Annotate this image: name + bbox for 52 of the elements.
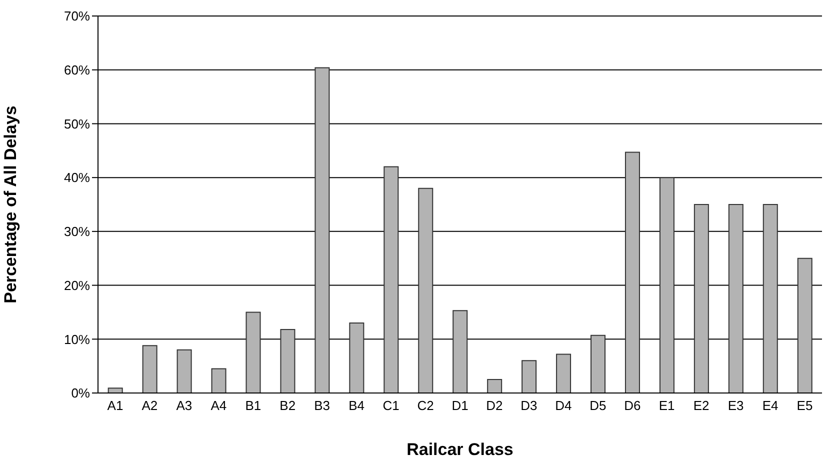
bar [108,388,123,393]
x-axis-title: Railcar Class [406,440,514,459]
x-tick-label: C2 [417,398,434,414]
x-tick-label: A2 [142,398,158,414]
y-axis-title: Percentage of All Delays [1,106,20,304]
y-tick-label: 60% [64,62,90,78]
x-tick-label: D5 [590,398,606,414]
bar [246,312,261,393]
x-tick-label: B4 [348,398,365,414]
x-tick-label: D3 [520,398,538,414]
bar [694,204,709,393]
bar [728,204,744,393]
x-tick-label: E5 [796,398,813,414]
x-tick-label: A1 [107,398,124,414]
bar [556,354,572,393]
x-tick-label: B3 [314,398,330,414]
x-tick-label: D4 [555,398,572,414]
bar [349,322,364,393]
bar [522,360,537,393]
x-tick-label: E2 [693,398,710,414]
x-tick-label: D2 [486,398,503,414]
x-tick-label: E1 [658,398,675,414]
x-tick-label: A4 [210,398,227,414]
x-tick-label: B1 [245,398,262,414]
bar [624,152,640,393]
bar [314,67,330,393]
y-tick-label: 70% [64,8,90,24]
x-tick-label: C1 [382,398,400,414]
bar [176,349,192,393]
y-tick-label: 10% [64,332,90,347]
bar [280,328,296,393]
bar [211,368,226,393]
x-tick-label: A3 [176,398,192,414]
y-tick-label: 40% [64,170,90,186]
x-tick-label: D1 [452,398,468,414]
bar [418,188,434,393]
bar [142,345,158,393]
y-tick-label: 50% [64,116,90,132]
bar [762,204,778,393]
x-tick-label: D6 [624,398,641,414]
y-tick-label: 30% [64,224,90,240]
y-tick-label: 0% [71,386,90,401]
bar [797,258,812,393]
x-tick-label: B2 [280,398,296,414]
bar [384,166,399,393]
x-tick-label: E4 [762,398,778,414]
bar [487,379,502,393]
x-tick-label: E3 [728,398,744,414]
y-tick-label: 20% [64,278,90,293]
bar [452,310,468,393]
bar [590,334,606,393]
bar [659,177,674,393]
